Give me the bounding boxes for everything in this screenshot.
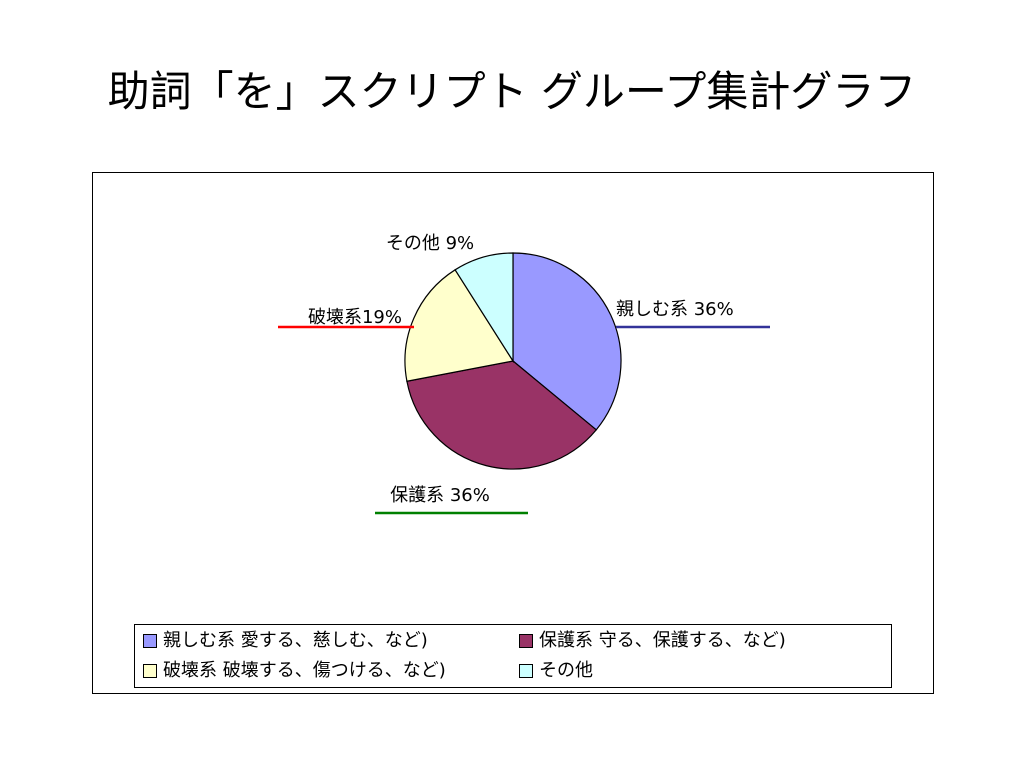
pie-slice-hogo xyxy=(406,360,598,470)
legend-item-shitashimu: 親しむ系 愛する、慈しむ、など) xyxy=(143,628,428,654)
legend-swatch-hakai xyxy=(143,664,157,678)
legend-swatch-hogo xyxy=(519,634,533,648)
pie-slice-hakai xyxy=(404,268,514,382)
legend-label-hogo: 保護系 守る、保護する、など) xyxy=(539,630,786,651)
legend-item-sonota: その他 xyxy=(519,658,593,684)
pie-slice-sonota xyxy=(454,252,514,364)
data-label-hakai: 破壊系19% xyxy=(308,307,402,328)
chart-area xyxy=(92,172,934,694)
legend-swatch-shitashimu xyxy=(143,634,157,648)
legend-swatch-sonota xyxy=(519,664,533,678)
legend-label-sonota: その他 xyxy=(539,660,593,681)
chart-legend: 親しむ系 愛する、慈しむ、など) 保護系 守る、保護する、など) 破壊系 破壊す… xyxy=(134,624,892,688)
legend-label-shitashimu: 親しむ系 愛する、慈しむ、など) xyxy=(163,630,428,651)
legend-item-hakai: 破壊系 破壊する、傷つける、など) xyxy=(143,658,446,684)
pie-slice-shitashimu xyxy=(512,252,622,431)
data-label-hogo: 保護系 36% xyxy=(390,485,490,506)
legend-item-hogo: 保護系 守る、保護する、など) xyxy=(519,628,786,654)
slide-title: 助詞「を」スクリプト グループ集計グラフ xyxy=(107,67,917,116)
data-label-sonota: その他 9% xyxy=(386,233,474,254)
legend-label-hakai: 破壊系 破壊する、傷つける、など) xyxy=(163,660,446,681)
data-label-shitashimu: 親しむ系 36% xyxy=(616,299,734,320)
